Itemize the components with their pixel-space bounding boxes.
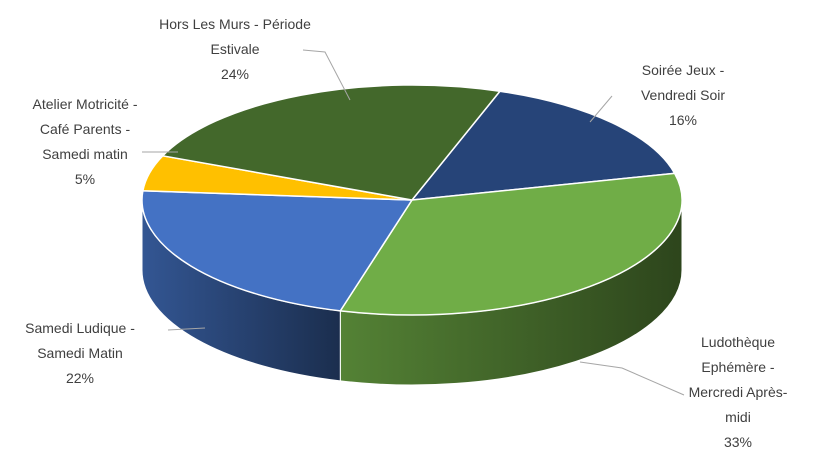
category-label: Atelier Motricité - Café Parents - Samed… [32, 96, 138, 162]
category-label: Ludothèque Ephémère - Mercredi Après-mid… [688, 334, 788, 425]
slice [410, 90, 676, 201]
value-label: 22% [65, 370, 95, 386]
data-label: Hors Les Murs - Période Estivale 24% [155, 12, 315, 87]
data-label: Soirée Jeux - Vendredi Soir 16% [618, 58, 748, 133]
data-label: Samedi Ludique - Samedi Matin 22% [15, 316, 145, 391]
category-label: Soirée Jeux - Vendredi Soir [640, 62, 726, 103]
value-label: 33% [723, 434, 753, 450]
leader-line [579, 361, 685, 396]
slice [339, 172, 683, 316]
value-label: 5% [74, 171, 96, 187]
leader-line [167, 327, 206, 331]
value-label: 24% [220, 66, 250, 82]
leader-line [589, 95, 613, 123]
leader-line [302, 49, 351, 101]
category-label: Hors Les Murs - Période Estivale [159, 16, 311, 57]
category-label: Samedi Ludique - Samedi Matin [25, 320, 135, 361]
slice [141, 190, 414, 312]
data-label: Atelier Motricité - Café Parents - Samed… [20, 92, 150, 192]
data-label: Ludothèque Ephémère - Mercredi Après-mid… [678, 330, 798, 452]
value-label: 16% [668, 112, 698, 128]
slice [161, 84, 502, 201]
